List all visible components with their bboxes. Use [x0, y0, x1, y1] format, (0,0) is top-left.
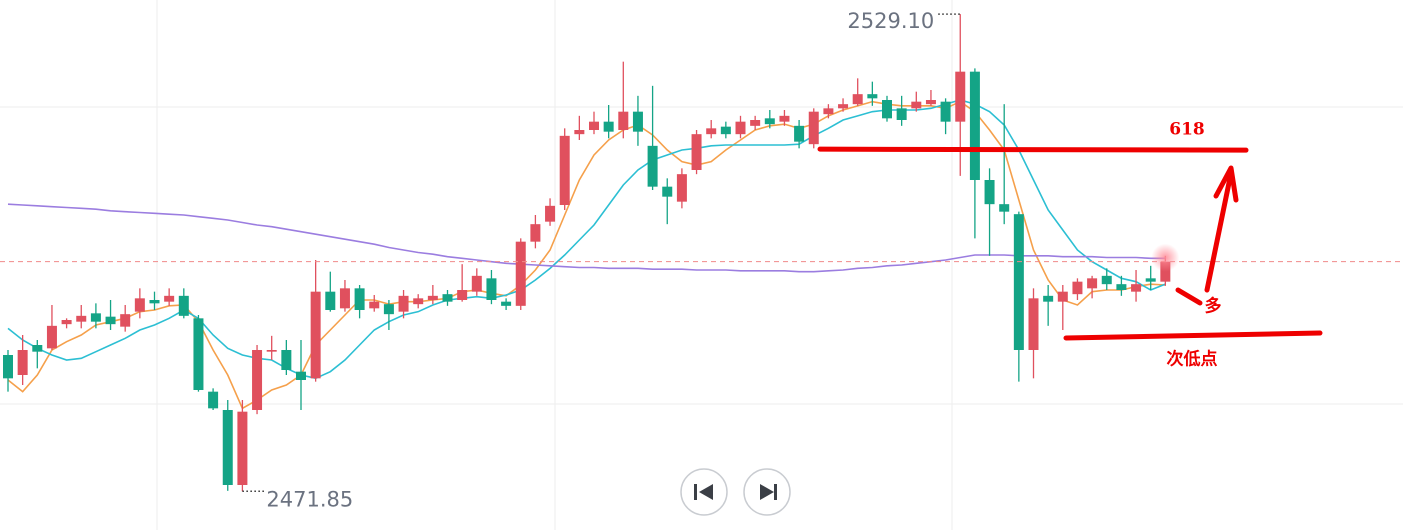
candle-body — [427, 295, 438, 300]
candle-body — [632, 111, 643, 132]
candle-body — [838, 104, 849, 109]
candle-body — [1057, 291, 1068, 302]
candle-body — [896, 108, 907, 120]
candle-body — [1116, 284, 1127, 290]
candle-body — [325, 291, 336, 310]
candle-body — [955, 71, 966, 122]
candle-body — [471, 275, 482, 292]
candle-body — [134, 298, 145, 312]
candle-body — [354, 288, 365, 310]
candle-body — [662, 186, 673, 197]
candle-body — [764, 118, 775, 125]
candle-body — [647, 145, 658, 187]
candle-body — [618, 111, 629, 130]
candle-body — [559, 135, 570, 205]
candle-body — [369, 301, 380, 309]
candle-body — [676, 174, 687, 202]
long-arrow-head — [1213, 165, 1239, 203]
candle-body — [383, 304, 394, 315]
candle-body — [398, 295, 409, 312]
candle-body — [706, 128, 717, 135]
candle-body — [852, 94, 863, 105]
candle-body — [339, 288, 350, 309]
min-label: 2471.85 — [266, 487, 353, 511]
candle-body — [1072, 281, 1083, 295]
candle-body — [105, 316, 116, 325]
candle-body — [808, 111, 819, 145]
candle-body — [1043, 295, 1054, 302]
plot: 2529.10 2471.85 618 次低点 多 — [0, 9, 1403, 511]
candle-body — [178, 295, 189, 316]
candle-body — [281, 350, 292, 370]
candle-body — [501, 301, 512, 306]
candle-body — [545, 205, 556, 222]
candle-body — [90, 313, 101, 322]
candle-body — [222, 410, 233, 485]
second-low-label: 次低点 — [1167, 349, 1218, 370]
last-price-glow — [1151, 243, 1180, 272]
candle-body — [1145, 278, 1156, 282]
candle-body — [867, 94, 878, 99]
long-tick — [1175, 287, 1203, 306]
candle-body — [296, 371, 306, 380]
long-label: 多 — [1205, 296, 1222, 317]
candle-body — [76, 315, 87, 322]
next-button[interactable] — [743, 468, 791, 516]
candle-body — [794, 125, 805, 142]
candle-body — [882, 100, 892, 119]
max-label: 2529.10 — [847, 9, 934, 33]
long-arrow — [1204, 175, 1233, 293]
candle-body — [1013, 214, 1024, 350]
candle-body — [310, 291, 321, 379]
moving-average-line — [7, 99, 1166, 380]
candle-body — [1131, 284, 1142, 292]
candle-body — [603, 121, 614, 132]
candle-body — [442, 294, 453, 302]
candle-body — [32, 345, 43, 352]
replay-controls — [680, 468, 791, 516]
previous-button[interactable] — [680, 468, 728, 516]
candle-body — [266, 350, 277, 352]
candle-body — [750, 120, 761, 126]
candle-body — [1101, 275, 1112, 285]
candle-body — [515, 241, 526, 306]
level-618-line — [817, 146, 1249, 153]
candle-body — [720, 126, 731, 135]
candle-body — [969, 71, 980, 180]
candle-body — [486, 278, 497, 300]
candle-body — [589, 121, 599, 130]
candle-body — [691, 134, 702, 170]
candle-body — [46, 325, 57, 349]
candle-body — [1028, 298, 1039, 350]
candle-body — [1087, 278, 1098, 289]
candle-body — [252, 350, 263, 410]
candle-body — [823, 108, 834, 115]
candle-body — [208, 391, 219, 409]
candle-body — [193, 318, 204, 390]
candle-body — [911, 101, 922, 109]
candle-body — [779, 115, 790, 122]
candle-body — [735, 121, 746, 135]
candle-body — [164, 295, 175, 302]
candle-body — [940, 101, 951, 122]
candle-body — [61, 320, 72, 325]
candle-body — [999, 204, 1010, 212]
candle-body — [237, 411, 248, 485]
level-618-label: 618 — [1169, 120, 1205, 140]
candle-body — [120, 314, 131, 327]
candle-body — [984, 180, 995, 205]
second-low-line — [1063, 330, 1323, 341]
candle-body — [413, 298, 424, 305]
candle-body — [574, 130, 585, 135]
candle-body — [149, 300, 160, 304]
candle-body — [925, 100, 936, 105]
candle-body — [530, 224, 541, 242]
candle-body — [3, 355, 13, 379]
candle-body — [17, 350, 28, 375]
moving-average-line — [7, 203, 1166, 273]
candle-body — [457, 290, 468, 300]
